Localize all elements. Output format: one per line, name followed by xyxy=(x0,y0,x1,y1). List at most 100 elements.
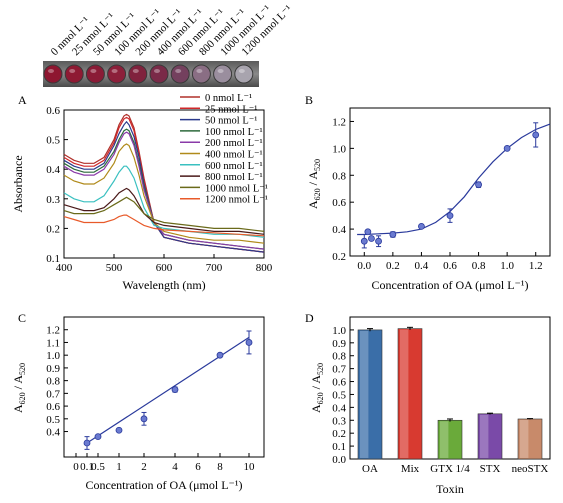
strip-well xyxy=(107,64,127,84)
panel-c-points xyxy=(83,330,253,450)
panel-a-y-tick-label: 0.3 xyxy=(46,194,60,206)
panel-d-ylabel: A620 / A520 xyxy=(309,363,325,413)
panel-d-y-tick-label: 0.0 xyxy=(332,454,346,466)
strip-well-highlight xyxy=(154,69,160,73)
panel-a-legend-label: 25 nmol L⁻¹ xyxy=(205,104,257,115)
strip-well xyxy=(128,64,148,84)
panel-c-y-tick-label: 0.6 xyxy=(46,401,60,413)
panel-d-y-tick-label: 0.6 xyxy=(332,377,346,389)
panel-c-y-tick-label: 0.5 xyxy=(46,414,60,426)
panel-c-fit-line xyxy=(86,336,250,444)
panel-b-point xyxy=(503,144,511,152)
panel-label-b: B xyxy=(305,93,313,107)
panel-a-y-tick-label: 0.4 xyxy=(46,164,60,176)
panel-b-y-tick-label: 0.2 xyxy=(332,251,346,263)
panel-c-frame xyxy=(63,316,265,458)
panel-d-x-tick-label: neoSTX xyxy=(512,463,549,475)
panel-b-point xyxy=(368,235,375,242)
panel-c-ylabel: A620 / A520 xyxy=(11,363,27,413)
panel-b-x-tick-label: 1.0 xyxy=(500,260,514,272)
panel-c-point xyxy=(83,439,91,447)
panel-c-y-ticks: 0.40.50.60.70.80.91.01.11.2 xyxy=(46,325,68,439)
panel-b: B 0.2 0.4 0.6 0.8 1.0 1.2 0.0 0.2 0.4 0.6 0.8 1.0 1… xyxy=(305,93,551,292)
panel-a-series-line xyxy=(63,187,265,235)
strip-well-highlight xyxy=(217,69,224,73)
panel-a-y-tick-label: 0.6 xyxy=(46,105,60,117)
panel-d-y-tick-label: 0.2 xyxy=(332,428,346,440)
strip-well-highlight xyxy=(90,69,97,73)
panel-b-fit-curve xyxy=(357,123,551,236)
panel-d-bar-shine xyxy=(400,329,409,458)
panel-d-x-ticks: OA Mix GTX 1/4 STX neoSTX xyxy=(362,463,548,475)
strip-well xyxy=(191,64,211,84)
panel-b-x-ticks: 0.0 0.2 0.4 0.6 0.8 1.0 1.2 xyxy=(357,252,543,272)
panel-d-y-tick-label: 0.7 xyxy=(332,364,346,376)
panel-d-bar xyxy=(477,413,503,460)
strip-well-highlight xyxy=(238,69,245,73)
panel-d-bar xyxy=(437,419,463,460)
panel-b-ylabel: A620 / A520 xyxy=(306,159,322,209)
panel-label-d: D xyxy=(305,311,314,325)
panel-d-y-tick-label: 1.0 xyxy=(332,325,346,337)
panel-a-y-tick-label: 0.5 xyxy=(46,135,60,147)
strip-well xyxy=(85,64,105,84)
panel-b-points xyxy=(360,122,540,249)
panel-d-y-tick-label: 0.4 xyxy=(332,402,346,414)
panel-b-x-tick-label: 0.0 xyxy=(357,260,371,272)
panel-a-y-ticks: 0.1 0.2 0.3 0.4 0.5 0.6 xyxy=(46,105,68,265)
strip-well-highlight xyxy=(48,69,54,73)
panel-a-ylabel: Absorbance xyxy=(11,155,25,212)
panel-c-y-tick-label: 1.0 xyxy=(46,350,60,362)
panel-b-y-tick-label: 0.8 xyxy=(332,170,346,182)
panel-a-series xyxy=(63,113,265,253)
panel-a-legend-label: 1200 nmol L⁻¹ xyxy=(205,195,268,206)
panel-c-point xyxy=(94,433,102,441)
panel-b-point xyxy=(375,237,382,245)
strip-well xyxy=(64,64,84,84)
panel-b-xlabel: Concentration of OA (μmol L⁻¹) xyxy=(371,278,528,292)
panel-b-fit xyxy=(357,123,551,236)
panel-c-fit xyxy=(86,336,250,444)
panel-b-point xyxy=(475,181,482,189)
panel-c-x-tick-label: 8 xyxy=(217,461,223,473)
panel-a-series-line xyxy=(63,143,265,244)
panel-a-series-line xyxy=(63,196,265,232)
panel-d-bar xyxy=(397,328,423,460)
panel-a-series-line xyxy=(63,131,265,250)
panel-c-xlabel: Concentration of OA (μmol L⁻¹) xyxy=(85,478,242,492)
panel-a-x-tick-label: 400 xyxy=(56,262,73,274)
panel-c-y-tick-label: 0.7 xyxy=(46,388,60,400)
panel-label-a: A xyxy=(18,93,27,107)
panel-c-x-tick-label: 0.1 xyxy=(80,461,94,473)
strip-well-highlight xyxy=(111,69,118,73)
panel-d-bar-shine xyxy=(520,419,529,458)
panel-a-xlabel: Wavelength (nm) xyxy=(122,278,205,292)
panel-c-point xyxy=(140,415,148,423)
panel-a-legend-label: 50 nmol L⁻¹ xyxy=(205,116,257,127)
panel-a-legend-label: 600 nmol L⁻¹ xyxy=(205,161,263,172)
panel-b-point xyxy=(418,222,425,230)
panel-a-y-tick-label: 0.2 xyxy=(46,223,60,235)
panel-d-x-tick-label: OA xyxy=(362,463,378,475)
panel-d-y-tick-label: 0.5 xyxy=(332,389,346,401)
panel-a-series-line xyxy=(63,120,265,253)
panel-b-x-tick-label: 0.2 xyxy=(386,260,400,272)
panel-a-x-tick-label: 700 xyxy=(206,262,223,274)
panel-d-bar-shine xyxy=(440,421,449,458)
panel-a-x-tick-label: 500 xyxy=(106,262,123,274)
panel-b-x-tick-label: 1.2 xyxy=(529,260,543,272)
strip-well xyxy=(43,64,63,84)
panel-a-y-tick-label: 0.1 xyxy=(46,253,60,265)
panel-c-point xyxy=(171,386,179,393)
panel-c-x-tick-label: 4 xyxy=(172,461,178,473)
panel-c-x-ticks: 0 0.10.5 1 2 4 6 8 10 xyxy=(73,453,255,473)
panel-a-x-tick-label: 800 xyxy=(256,262,273,274)
panel-d-x-tick-label: STX xyxy=(480,463,501,475)
panel-c-point xyxy=(115,426,123,434)
panel-c-y-tick-label: 1.1 xyxy=(46,337,60,349)
panel-b-point xyxy=(389,231,397,238)
panel-a-legend-label: 0 nmol L⁻¹ xyxy=(205,93,252,104)
